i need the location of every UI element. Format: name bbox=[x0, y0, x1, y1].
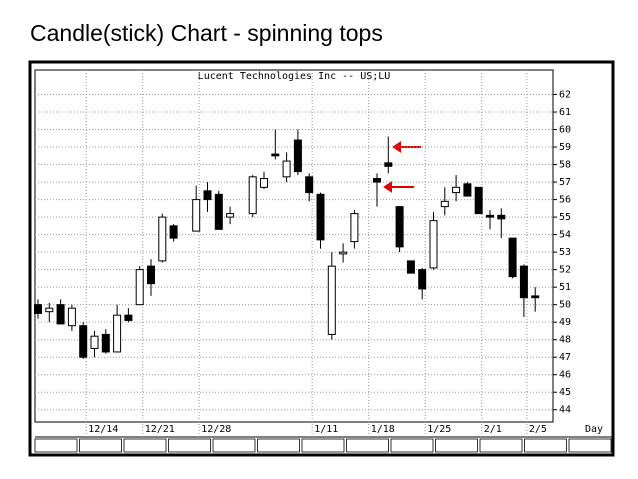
candle-body bbox=[463, 183, 472, 197]
candle-body bbox=[531, 295, 540, 299]
candle-body bbox=[418, 269, 427, 290]
candle-body bbox=[271, 153, 280, 157]
candle-body bbox=[474, 186, 483, 215]
candle-body bbox=[339, 251, 348, 255]
footer-cell bbox=[257, 438, 300, 453]
candle-body bbox=[316, 193, 325, 241]
footer-cell bbox=[301, 438, 345, 453]
candle-body bbox=[282, 160, 291, 178]
candle-body bbox=[260, 178, 268, 188]
y-tick-label: 58 bbox=[559, 160, 571, 171]
y-tick-label: 52 bbox=[559, 265, 571, 276]
candle-body bbox=[45, 307, 54, 313]
slide-title: Candle(stick) Chart - spinning tops bbox=[30, 20, 383, 46]
y-tick-label: 51 bbox=[559, 282, 571, 293]
x-tick-label: 2/5 bbox=[529, 424, 547, 435]
candle-body bbox=[135, 269, 144, 306]
candle-body bbox=[406, 260, 415, 274]
x-tick-label: 12/14 bbox=[88, 424, 118, 435]
x-axis-label: Day bbox=[585, 424, 603, 435]
candle-body bbox=[214, 193, 223, 230]
candle-body bbox=[147, 265, 155, 285]
candle-body bbox=[113, 314, 122, 353]
candle-body bbox=[79, 325, 88, 358]
candle-body bbox=[248, 176, 257, 215]
candle-body bbox=[373, 178, 381, 183]
candle-body bbox=[34, 304, 42, 314]
footer-cell bbox=[390, 438, 434, 453]
footer-cell bbox=[479, 438, 523, 453]
y-tick-label: 60 bbox=[559, 125, 571, 136]
y-tick-label: 54 bbox=[559, 230, 571, 241]
candle-body bbox=[508, 237, 517, 278]
candle-body bbox=[384, 162, 393, 167]
candle-body bbox=[101, 333, 110, 353]
candle-body bbox=[452, 186, 461, 194]
y-tick-label: 62 bbox=[559, 90, 571, 101]
y-tick-label: 49 bbox=[559, 317, 571, 328]
footer-cell bbox=[435, 438, 478, 453]
y-tick-label: 56 bbox=[559, 195, 571, 206]
candle-body bbox=[192, 199, 201, 232]
candle-body bbox=[226, 213, 235, 218]
candle-body bbox=[158, 216, 167, 262]
y-tick-label: 55 bbox=[559, 212, 571, 223]
candle-body bbox=[67, 307, 76, 327]
footer-cell bbox=[79, 438, 122, 453]
candle-body bbox=[124, 314, 133, 321]
y-tick-label: 48 bbox=[559, 335, 571, 346]
plot-area bbox=[34, 69, 554, 423]
x-tick-label: 12/28 bbox=[201, 424, 231, 435]
footer-cell bbox=[34, 438, 78, 453]
candle-body bbox=[497, 214, 506, 220]
candle-body bbox=[519, 265, 528, 299]
candle-body bbox=[327, 265, 336, 335]
y-tick-label: 53 bbox=[559, 247, 571, 258]
y-tick-label: 61 bbox=[559, 107, 571, 118]
footer-cell bbox=[346, 438, 389, 453]
y-tick-label: 50 bbox=[559, 300, 571, 311]
y-tick-label: 47 bbox=[559, 352, 571, 363]
footer-cell bbox=[524, 438, 567, 453]
y-tick-label: 57 bbox=[559, 177, 571, 188]
y-tick-label: 46 bbox=[559, 370, 571, 381]
candle-body bbox=[203, 190, 212, 201]
x-tick-label: 1/18 bbox=[371, 424, 395, 435]
footer-cell bbox=[568, 438, 612, 453]
x-tick-label: 1/25 bbox=[427, 424, 451, 435]
x-tick-label: 1/11 bbox=[314, 424, 338, 435]
candle-body bbox=[429, 220, 438, 269]
footer-cell bbox=[168, 438, 211, 453]
footer-cell bbox=[123, 438, 167, 453]
candle-body bbox=[440, 200, 449, 208]
candle-body bbox=[56, 304, 65, 325]
candle-body bbox=[395, 206, 404, 248]
x-tick-label: 2/1 bbox=[484, 424, 502, 435]
chart-title: Lucent Technologies Inc -- US;LU bbox=[198, 71, 391, 82]
chart-frame bbox=[28, 60, 615, 457]
candle-body bbox=[350, 213, 359, 243]
footer-cell bbox=[212, 438, 256, 453]
x-tick-label: 12/21 bbox=[145, 424, 175, 435]
candle-body bbox=[486, 214, 494, 218]
candle-body bbox=[305, 176, 314, 194]
y-tick-label: 59 bbox=[559, 142, 571, 153]
annotation-arrow bbox=[383, 181, 414, 193]
y-tick-label: 45 bbox=[559, 387, 571, 398]
candle-body bbox=[293, 139, 302, 173]
y-tick-label: 44 bbox=[559, 405, 571, 416]
candle-body bbox=[169, 225, 178, 239]
candle-body bbox=[90, 335, 99, 349]
